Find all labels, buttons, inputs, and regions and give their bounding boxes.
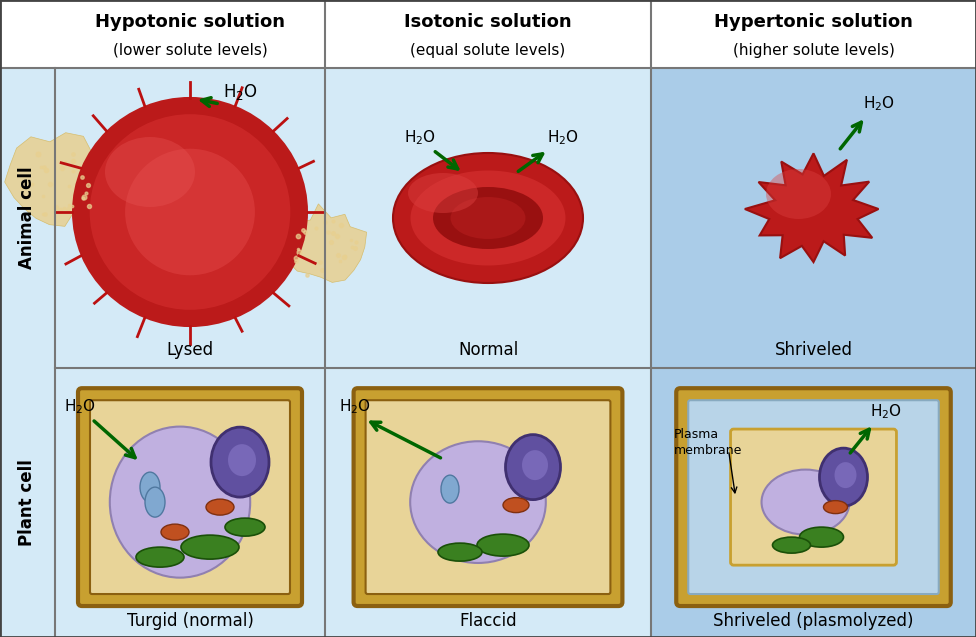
Text: Shriveled: Shriveled	[775, 341, 852, 359]
Ellipse shape	[477, 534, 529, 556]
Ellipse shape	[441, 475, 459, 503]
Ellipse shape	[522, 450, 548, 480]
Polygon shape	[287, 204, 367, 282]
Text: Turgid (normal): Turgid (normal)	[127, 612, 254, 630]
Text: Isotonic solution: Isotonic solution	[404, 13, 572, 31]
Text: H$_2$O: H$_2$O	[223, 82, 258, 102]
Ellipse shape	[820, 448, 868, 506]
Ellipse shape	[109, 427, 250, 578]
Text: Hypotonic solution: Hypotonic solution	[95, 13, 285, 31]
Text: H$_2$O: H$_2$O	[547, 129, 579, 147]
Ellipse shape	[72, 97, 308, 327]
Ellipse shape	[834, 462, 857, 488]
Ellipse shape	[503, 497, 529, 513]
FancyBboxPatch shape	[366, 400, 610, 594]
Bar	[0, 0, 976, 68]
Bar	[651, 368, 976, 637]
Ellipse shape	[410, 441, 546, 563]
Ellipse shape	[105, 137, 195, 207]
Ellipse shape	[136, 547, 184, 567]
Ellipse shape	[824, 501, 847, 513]
Ellipse shape	[772, 537, 810, 553]
Ellipse shape	[799, 527, 843, 547]
Text: Hypertonic solution: Hypertonic solution	[714, 13, 913, 31]
Polygon shape	[5, 132, 103, 226]
Ellipse shape	[181, 535, 239, 559]
Ellipse shape	[206, 499, 234, 515]
Bar	[55, 368, 325, 637]
Text: Normal: Normal	[458, 341, 518, 359]
Text: H$_2$O: H$_2$O	[863, 95, 894, 113]
Text: Plant cell: Plant cell	[18, 459, 36, 546]
Text: (lower solute levels): (lower solute levels)	[112, 43, 267, 57]
Ellipse shape	[438, 543, 482, 561]
Bar	[325, 368, 651, 637]
Text: (higher solute levels): (higher solute levels)	[733, 43, 894, 57]
Text: H$_2$O: H$_2$O	[64, 397, 96, 417]
Text: Shriveled (plasmolyzed): Shriveled (plasmolyzed)	[713, 612, 914, 630]
Polygon shape	[745, 154, 878, 262]
Text: (equal solute levels): (equal solute levels)	[410, 43, 566, 57]
Ellipse shape	[161, 524, 189, 540]
Bar	[0, 368, 55, 637]
Bar	[55, 68, 325, 368]
Ellipse shape	[90, 114, 290, 310]
Bar	[0, 68, 55, 368]
Text: H$_2$O: H$_2$O	[870, 403, 902, 422]
Ellipse shape	[140, 472, 160, 502]
Text: Plasma
membrane: Plasma membrane	[673, 427, 742, 457]
Text: Animal cell: Animal cell	[18, 167, 36, 269]
FancyBboxPatch shape	[78, 388, 302, 606]
Bar	[651, 68, 976, 368]
Ellipse shape	[393, 153, 583, 283]
Ellipse shape	[145, 487, 165, 517]
Ellipse shape	[228, 444, 256, 476]
Ellipse shape	[766, 169, 831, 219]
Bar	[325, 68, 651, 368]
FancyBboxPatch shape	[676, 388, 951, 606]
FancyBboxPatch shape	[688, 400, 939, 594]
FancyBboxPatch shape	[353, 388, 623, 606]
Text: Flaccid: Flaccid	[459, 612, 517, 630]
Text: H$_2$O: H$_2$O	[339, 397, 371, 417]
Ellipse shape	[761, 469, 849, 534]
Ellipse shape	[411, 171, 565, 266]
Ellipse shape	[225, 518, 265, 536]
Text: Lysed: Lysed	[167, 341, 214, 359]
Ellipse shape	[408, 173, 478, 213]
Ellipse shape	[125, 148, 255, 275]
Ellipse shape	[451, 197, 525, 239]
Text: H$_2$O: H$_2$O	[404, 129, 436, 147]
Ellipse shape	[506, 434, 560, 499]
FancyBboxPatch shape	[90, 400, 290, 594]
Ellipse shape	[211, 427, 269, 497]
FancyBboxPatch shape	[731, 429, 896, 565]
Ellipse shape	[433, 187, 543, 249]
